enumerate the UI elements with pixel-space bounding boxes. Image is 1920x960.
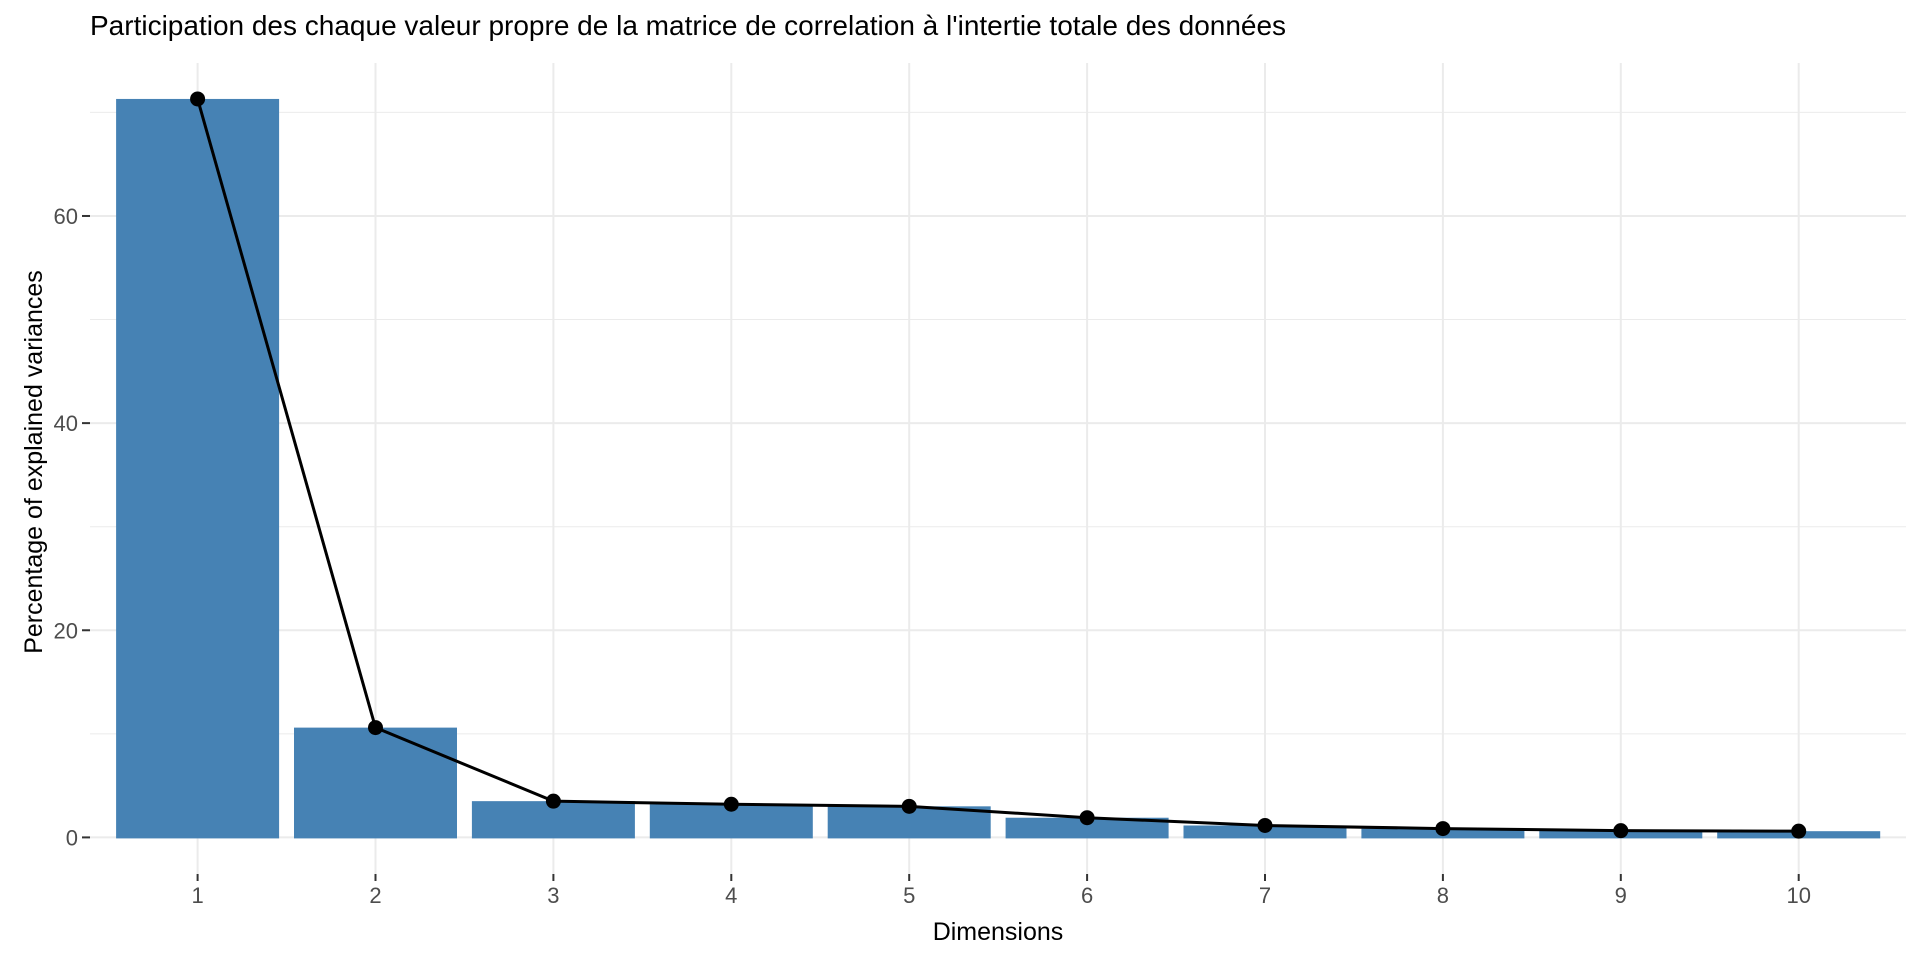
x-tick-label-7: 7	[1259, 883, 1271, 908]
x-tick-labels: 1 2 3 4 5 6 7 8 9 10	[191, 883, 1810, 908]
y-tick-label-0: 0	[66, 825, 78, 850]
point-dim-1	[190, 91, 206, 107]
y-axis-title: Percentage of explained variances	[20, 270, 48, 654]
scree-line	[196, 98, 1799, 833]
x-axis-title: Dimensions	[933, 918, 1064, 946]
y-tick-labels: 0 20 40 60	[54, 204, 78, 850]
x-tick-label-3: 3	[547, 883, 559, 908]
y-tick-label-20: 20	[54, 618, 78, 643]
x-tick-label-8: 8	[1437, 883, 1449, 908]
x-tick-marks	[196, 874, 1800, 881]
point-dim-9	[1613, 823, 1629, 839]
chart-title: Participation des chaque valeur propre d…	[90, 10, 1286, 41]
point-dim-6	[1079, 810, 1095, 826]
x-tick-label-10: 10	[1786, 883, 1810, 908]
bar-dim-1	[116, 98, 280, 839]
y-tick-label-60: 60	[54, 204, 78, 229]
point-dim-5	[901, 798, 917, 814]
point-dim-8	[1435, 821, 1451, 837]
point-dim-2	[368, 720, 383, 736]
y-tick-marks	[82, 214, 90, 839]
bar-dim-6	[1005, 817, 1169, 839]
x-tick-label-1: 1	[191, 883, 203, 908]
point-dim-10	[1791, 823, 1807, 839]
bar-dim-2	[294, 727, 457, 839]
x-tick-label-9: 9	[1615, 883, 1627, 908]
point-dim-7	[1257, 817, 1273, 833]
x-tick-label-2: 2	[369, 883, 381, 908]
point-dim-3	[545, 793, 561, 809]
data-points-group	[190, 91, 1807, 839]
x-tick-label-5: 5	[903, 883, 915, 908]
x-tick-label-6: 6	[1081, 883, 1093, 908]
y-tick-label-40: 40	[54, 411, 78, 436]
point-dim-4	[723, 796, 739, 812]
x-tick-label-4: 4	[725, 883, 737, 908]
